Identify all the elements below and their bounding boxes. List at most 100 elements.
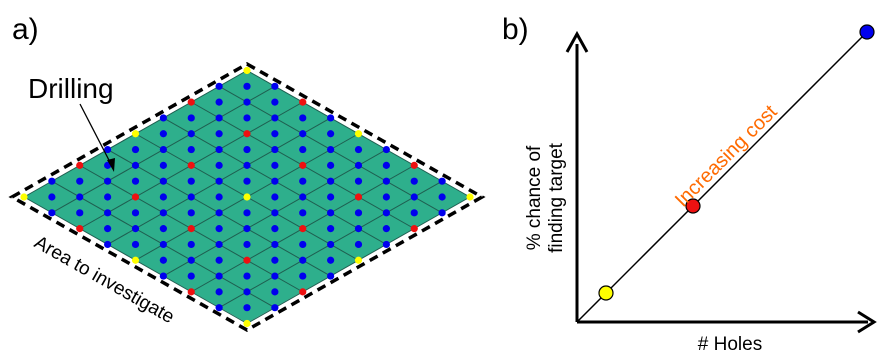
- panel-a-label: a): [12, 13, 39, 46]
- drill-hole: [410, 225, 418, 233]
- drill-hole: [271, 304, 279, 312]
- drill-hole: [354, 225, 363, 233]
- x-axis-label: # Holes: [698, 334, 762, 355]
- drill-hole: [215, 82, 223, 90]
- y-axis-label-line2: finding target: [546, 142, 567, 253]
- drill-hole: [215, 193, 223, 201]
- drill-hole: [327, 193, 335, 201]
- drill-hole: [215, 272, 223, 280]
- drill-hole: [327, 225, 335, 233]
- drill-hole: [271, 177, 279, 185]
- drill-hole: [271, 193, 279, 201]
- drill-hole: [243, 82, 251, 90]
- drill-hole: [215, 304, 223, 312]
- drill-hole: [271, 209, 279, 217]
- drill-hole: [215, 98, 223, 106]
- drill-hole: [159, 240, 167, 249]
- drill-hole: [299, 272, 307, 280]
- drill-hole: [215, 161, 223, 169]
- drill-hole: [243, 209, 251, 217]
- drill-hole: [243, 114, 251, 122]
- drill-hole: [354, 145, 363, 154]
- data-point-red: [685, 198, 701, 214]
- drilling-pointer: [79, 103, 113, 167]
- drill-hole: [159, 193, 167, 201]
- drill-hole: [104, 240, 112, 249]
- drill-hole: [187, 288, 195, 296]
- drill-hole: [382, 177, 390, 185]
- drilling-label: Drilling: [28, 73, 114, 104]
- drill-hole: [271, 98, 279, 106]
- drill-hole: [382, 209, 390, 217]
- drill-hole: [159, 161, 167, 169]
- drill-hole: [299, 177, 307, 185]
- drill-hole: [104, 193, 112, 201]
- drill-hole: [271, 130, 279, 138]
- drill-hole: [215, 225, 223, 233]
- drill-hole: [187, 193, 195, 201]
- drill-hole: [299, 98, 307, 106]
- drill-hole: [159, 114, 167, 122]
- drill-hole: [187, 256, 195, 264]
- drill-hole: [48, 209, 56, 217]
- drill-hole: [243, 240, 251, 249]
- drill-hole: [438, 193, 446, 201]
- drill-hole: [104, 209, 112, 217]
- y-axis-label-line1: % chance of: [524, 145, 545, 250]
- drill-hole: [243, 130, 251, 138]
- drill-hole: [299, 288, 307, 296]
- drill-hole: [187, 130, 195, 138]
- drill-hole: [131, 209, 140, 217]
- drill-hole: [271, 82, 279, 90]
- drill-hole: [243, 272, 251, 280]
- drill-hole: [159, 256, 167, 264]
- drill-hole: [327, 177, 335, 185]
- drill-hole: [299, 256, 307, 264]
- y-axis-arrowhead: [565, 30, 589, 53]
- drill-hole: [243, 161, 251, 169]
- drill-hole: [327, 240, 335, 249]
- trend-line: [576, 31, 868, 323]
- drill-hole: [299, 130, 307, 138]
- drill-hole: [382, 161, 390, 169]
- drill-hole: [215, 145, 223, 154]
- drill-hole: [438, 209, 446, 217]
- drill-hole: [354, 256, 363, 264]
- drill-hole: [76, 193, 84, 201]
- drill-hole: [131, 130, 140, 138]
- drill-hole: [159, 130, 167, 138]
- drill-hole: [243, 319, 251, 328]
- drill-hole: [76, 225, 84, 233]
- drill-hole: [131, 177, 140, 185]
- drill-hole: [131, 240, 140, 249]
- drill-hole: [271, 256, 279, 264]
- drill-hole: [327, 161, 335, 169]
- drill-hole: [410, 209, 418, 217]
- drill-hole: [187, 145, 195, 154]
- drill-hole: [354, 209, 363, 217]
- drilling-pointer-arrowhead: [107, 158, 115, 172]
- drill-hole: [159, 177, 167, 185]
- drill-hole: [159, 209, 167, 217]
- drill-hole: [48, 177, 56, 185]
- drill-hole: [327, 256, 335, 264]
- drill-hole: [104, 145, 112, 154]
- drill-hole: [187, 98, 195, 106]
- drill-hole: [104, 177, 112, 185]
- drill-hole: [354, 240, 363, 249]
- drill-hole: [187, 209, 195, 217]
- drill-hole: [354, 130, 363, 138]
- drill-hole: [215, 256, 223, 264]
- drill-hole: [187, 161, 195, 169]
- drill-hole: [131, 256, 140, 264]
- drill-hole: [410, 177, 418, 185]
- drill-hole: [271, 288, 279, 296]
- drill-hole: [20, 193, 28, 201]
- drill-hole: [327, 272, 335, 280]
- drill-hole: [354, 193, 363, 201]
- data-point-yellow: [598, 285, 614, 301]
- drill-hole: [243, 193, 251, 201]
- drill-hole: [327, 145, 335, 154]
- drill-hole: [271, 114, 279, 122]
- drill-hole: [187, 225, 195, 233]
